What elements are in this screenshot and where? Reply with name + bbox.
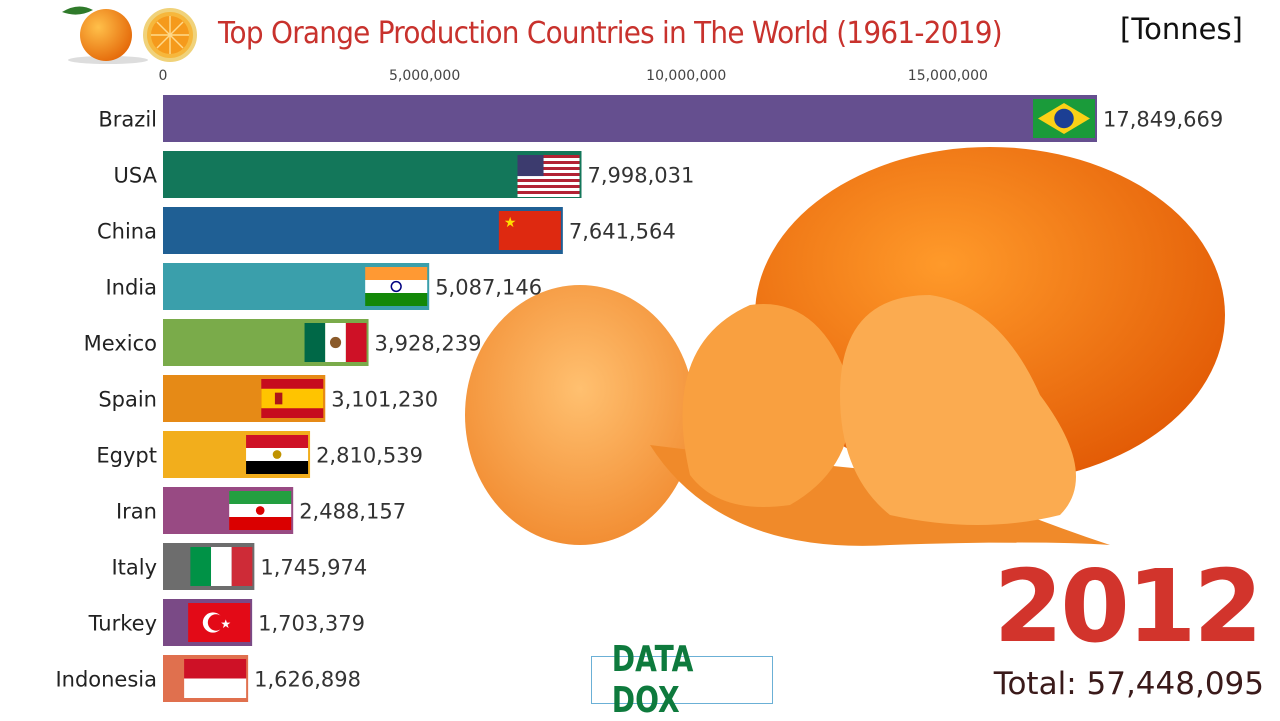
bar [163,207,563,254]
india-flag-icon [365,267,428,306]
bar-group-brazil: Brazil 17,849,669 [98,95,1223,142]
orange-logo-icon [62,6,197,64]
bar-group-egypt: Egypt 2,810,539 [96,431,423,478]
bar-group-india: India 5,087,146 [105,263,542,310]
x-tick-label: 15,000,000 [908,68,988,84]
bar [163,95,1097,142]
indonesia-flag-icon [184,659,247,698]
spain-flag-icon [261,379,324,418]
value-label: 7,998,031 [588,164,695,188]
italy-flag-icon [190,547,253,586]
value-label: 1,745,974 [260,556,367,580]
bar-group-iran: Iran 2,488,157 [116,487,406,534]
total-label: Total: 57,448,095 [993,666,1264,702]
chart-title: Top Orange Production Countries in The W… [218,16,1003,51]
value-label: 17,849,669 [1103,108,1223,132]
category-label: Indonesia [55,668,157,692]
x-tick-label: 5,000,000 [389,68,460,84]
value-label: 2,488,157 [299,500,406,524]
year-label: 2012 [993,548,1263,665]
x-tick-label: 10,000,000 [646,68,726,84]
svg-text:★: ★ [504,214,517,230]
category-label: Turkey [88,612,157,636]
category-label: Mexico [84,332,157,356]
bar-group-china: ★ China 7,641,564 [97,207,676,254]
svg-text:★: ★ [220,617,231,631]
brand-logo: DATA DOX [591,639,773,721]
value-label: 1,703,379 [258,612,365,636]
bar [163,151,582,198]
category-label: Spain [98,388,157,412]
value-label: 1,626,898 [254,668,361,692]
turkey-flag-icon: ★ [188,603,251,642]
iran-flag-icon [229,491,292,530]
bar-group-usa: USA 7,998,031 [114,151,695,198]
category-label: Brazil [98,108,157,132]
category-label: Italy [111,556,157,580]
usa-flag-icon [517,155,580,197]
category-label: Egypt [96,444,157,468]
unit-label: [Tonnes] [1120,12,1243,46]
bar-group-spain: Spain 3,101,230 [98,375,438,422]
category-label: USA [114,164,158,188]
bar-group-italy: Italy 1,745,974 [111,543,367,590]
china-flag-icon: ★ [498,211,561,250]
category-label: India [105,276,157,300]
category-label: China [97,220,157,244]
tangerine-image [465,147,1225,546]
value-label: 3,928,239 [375,332,482,356]
bar-group-turkey: ★ Turkey 1,703,379 [88,599,365,646]
value-label: 5,087,146 [435,276,542,300]
category-label: Iran [116,500,157,524]
egypt-flag-icon [246,435,309,474]
value-label: 2,810,539 [316,444,423,468]
brazil-flag-icon [1033,99,1095,138]
value-label: 3,101,230 [331,388,438,412]
bar-group-indonesia: Indonesia 1,626,898 [55,655,361,702]
x-tick-label: 0 [159,68,168,84]
bar-group-mexico: Mexico 3,928,239 [84,319,482,366]
value-label: 7,641,564 [569,220,676,244]
mexico-flag-icon [304,323,367,362]
